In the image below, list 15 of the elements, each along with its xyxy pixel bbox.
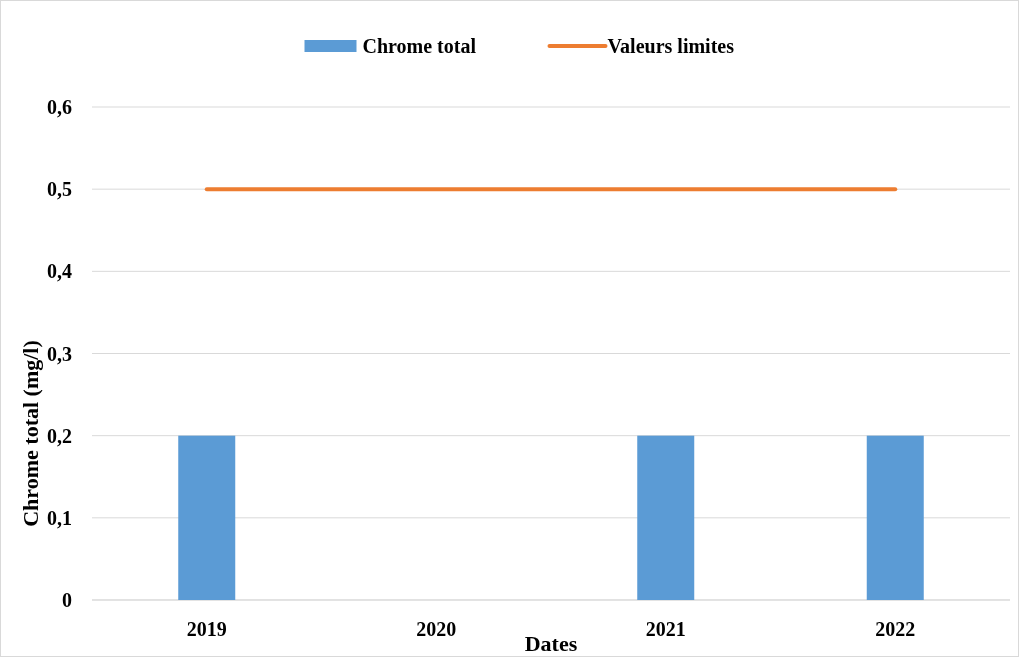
x-tick-label: 2021 — [645, 618, 686, 640]
y-axis-title: Chrome total (mg/l) — [18, 340, 43, 527]
x-tick-label: 2019 — [186, 618, 227, 640]
y-tick-label: 0,1 — [47, 506, 72, 529]
x-tick-label: 2020 — [416, 618, 457, 640]
y-tick-label: 0,5 — [47, 178, 72, 201]
y-tick-label: 0,4 — [47, 260, 72, 283]
x-axis-title: Dates — [524, 631, 578, 656]
y-tick-label: 0,3 — [47, 342, 72, 365]
y-tick-label: 0 — [62, 589, 72, 611]
legend-label: Chrome total — [362, 35, 477, 57]
y-tick-label: 0,2 — [47, 424, 72, 447]
legend-label: Valeurs limites — [607, 35, 735, 57]
x-tick-label: 2022 — [875, 618, 916, 640]
y-tick-label: 0,6 — [47, 96, 72, 118]
